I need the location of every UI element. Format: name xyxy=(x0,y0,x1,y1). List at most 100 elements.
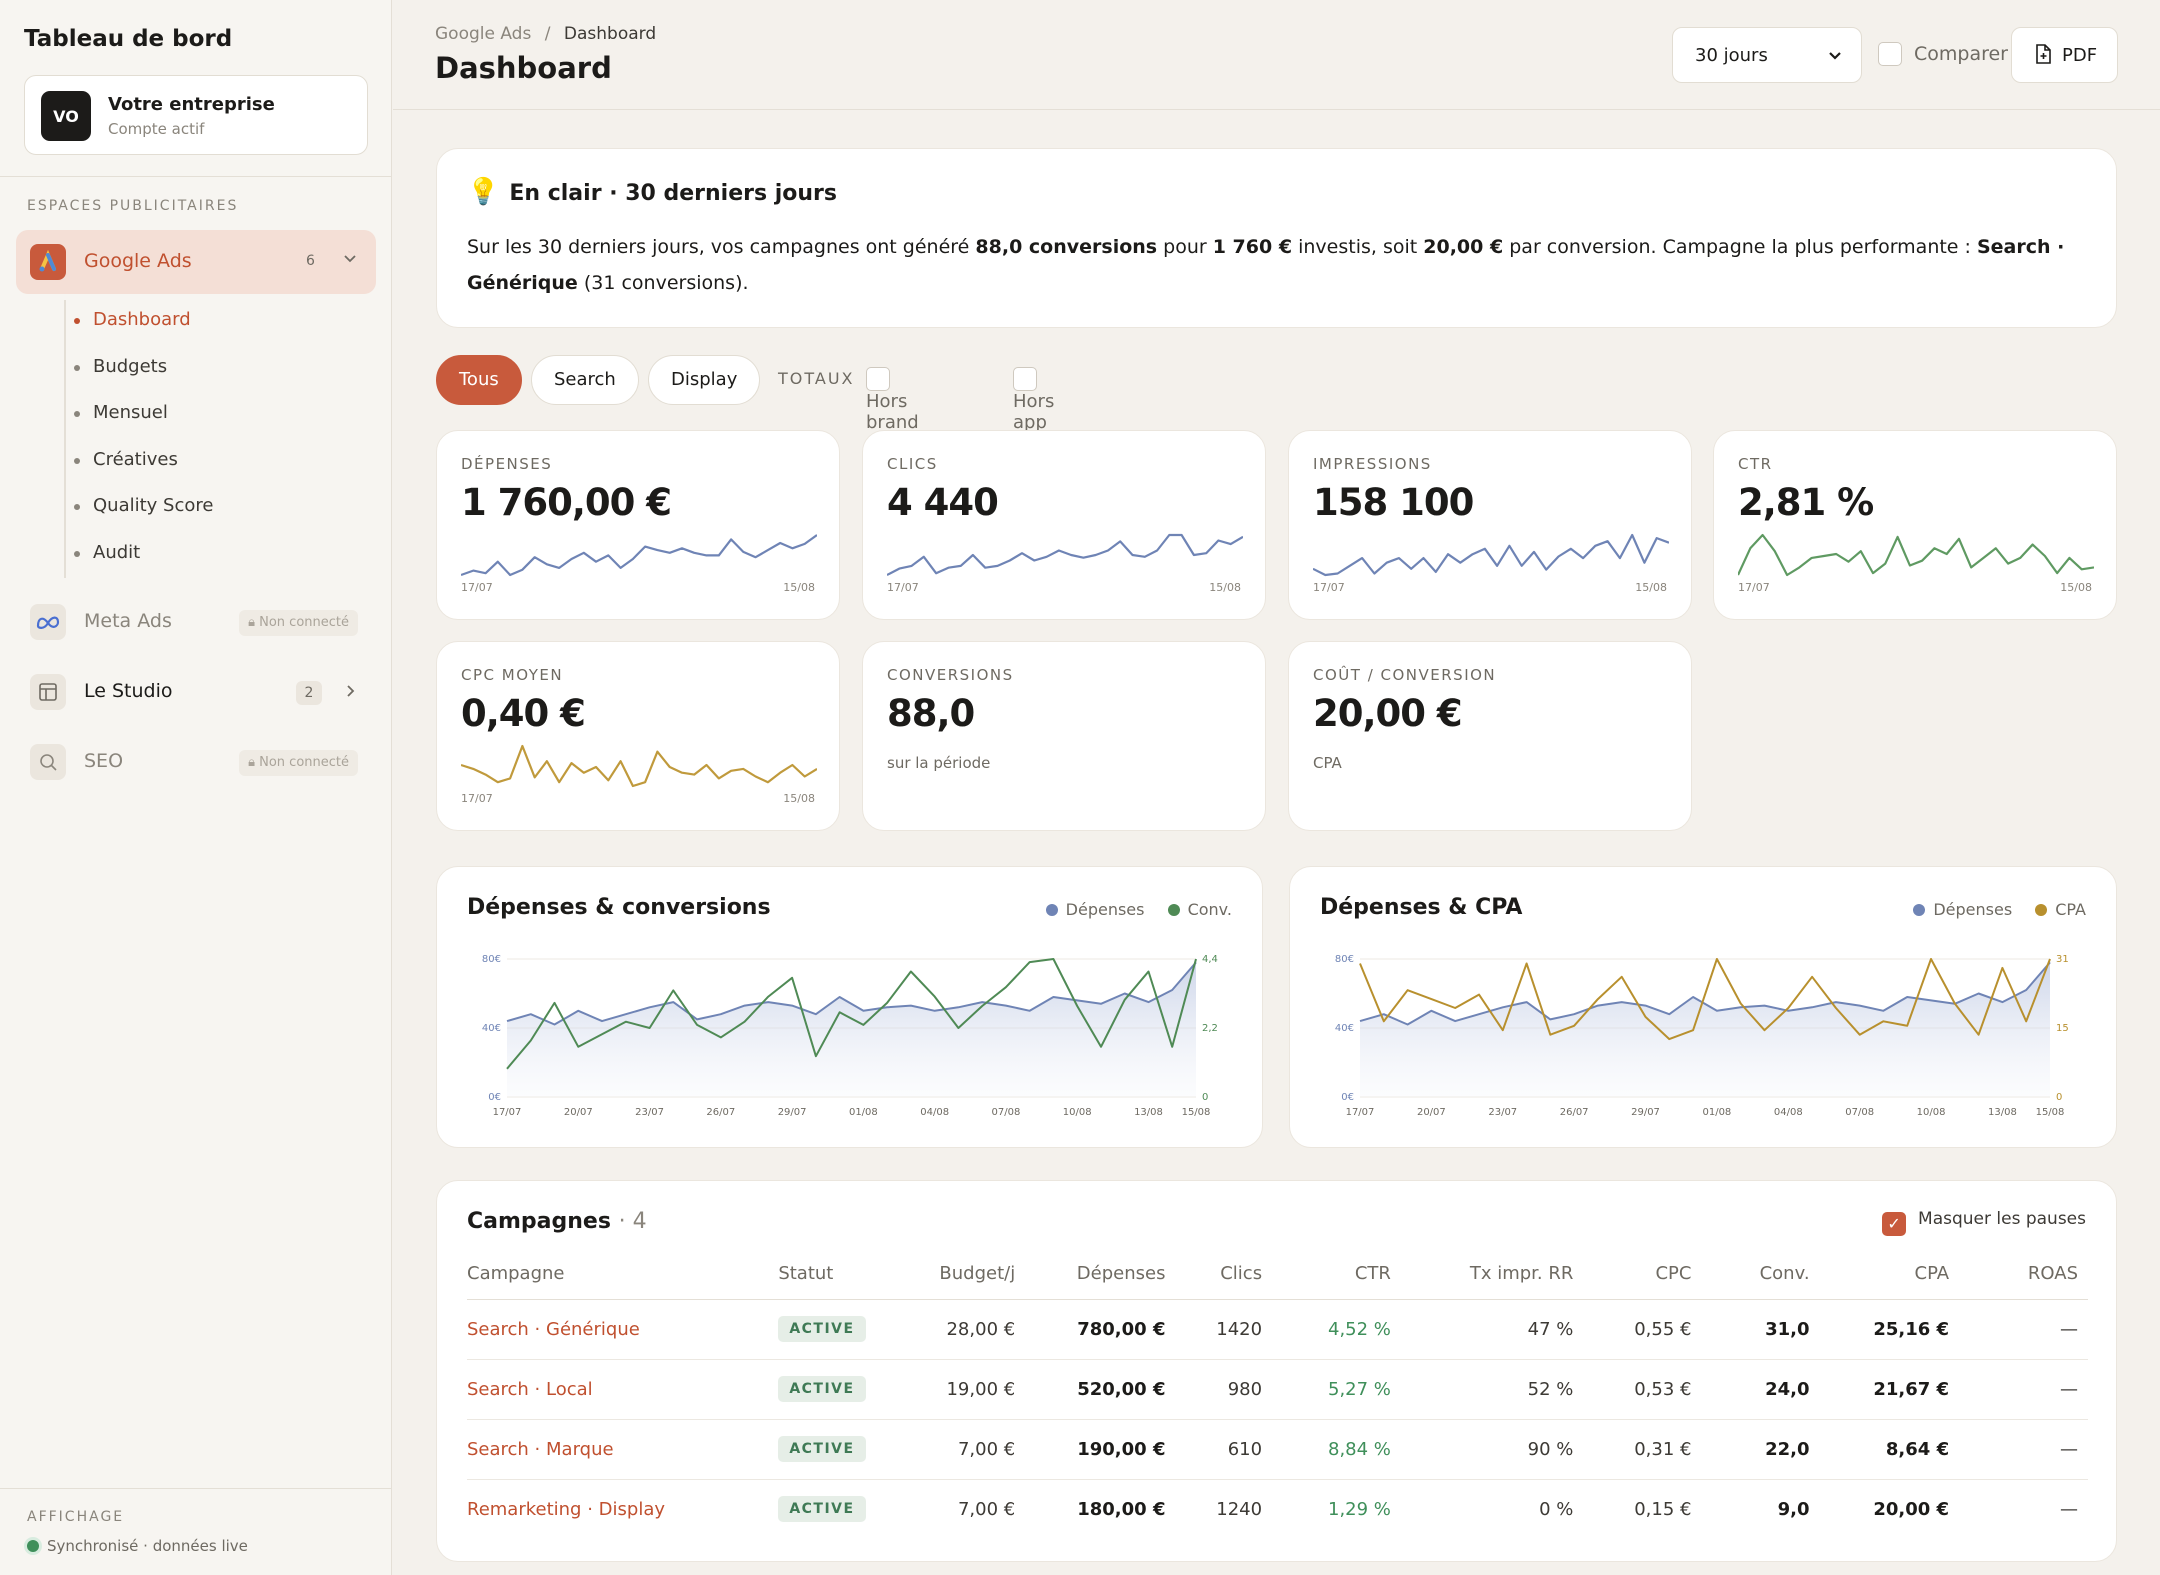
sidebar-item-seo[interactable]: SEO 🔒︎ Non connecté xyxy=(16,732,376,792)
table-cell: 28,00 € xyxy=(907,1299,1026,1360)
compare-checkbox[interactable] xyxy=(1878,42,1902,66)
chart-plot: 80€ 4,4 40€ 2,2 0€ 0 17/07 20/07 23/07 26/07 29/07… xyxy=(482,954,1218,1118)
pdf-button[interactable]: PDF xyxy=(2011,27,2118,83)
table-cell: ACTIVE xyxy=(778,1299,908,1360)
summary-title: 💡 En clair · 30 derniers jours xyxy=(467,177,837,207)
breadcrumb-root[interactable]: Google Ads xyxy=(435,24,532,44)
table-cell[interactable]: Search · Générique xyxy=(467,1299,779,1360)
x-tick: 04/08 xyxy=(1774,1107,1803,1118)
table-cell[interactable]: Search · Marque xyxy=(467,1419,779,1480)
table-cell: 1240 xyxy=(1216,1498,1263,1520)
subnav-quality-score[interactable]: Quality Score xyxy=(73,495,214,516)
topbar: Google Ads / Dashboard Dashboard 30 jour… xyxy=(393,0,2160,110)
column-header[interactable]: Conv. xyxy=(1701,1249,1820,1300)
sparkline-end-date: 15/08 xyxy=(783,581,815,594)
subnav-mensuel[interactable]: Mensuel xyxy=(74,402,168,423)
kpi-card-conversions: CONVERSIONS 88,0 sur la période xyxy=(862,641,1266,831)
column-header[interactable]: Campagne xyxy=(467,1249,779,1300)
sidebar-item-google-ads[interactable]: Google Ads 6 xyxy=(16,230,376,294)
kpi-value: 0,40 € xyxy=(461,692,586,735)
subnav-budgets[interactable]: Budgets xyxy=(73,356,168,377)
x-tick: 17/07 xyxy=(1346,1107,1375,1118)
compare-toggle[interactable]: Comparer xyxy=(1878,42,2008,66)
filter-search[interactable]: Search xyxy=(531,355,639,405)
chart-card-depenses-cpa: Dépenses & CPA Dépenses CPA 80€ 31 40€ 15 0€… xyxy=(1289,866,2117,1148)
column-header[interactable]: CPC xyxy=(1583,1249,1702,1300)
search-icon xyxy=(30,744,66,780)
x-tick: 29/07 xyxy=(1631,1107,1660,1118)
filter-tous[interactable]: Tous xyxy=(436,355,522,405)
campaigns-title-text: Campagnes xyxy=(467,1209,611,1234)
layout-icon xyxy=(30,674,66,710)
campaigns-table: Campagne Statut Budget/j Dépenses Clics CTR Tx… xyxy=(467,1249,2088,1539)
google-ads-icon xyxy=(30,244,66,280)
y-right-tick: 0 xyxy=(2056,1092,2062,1103)
hors-app-checkbox[interactable] xyxy=(1013,367,1037,391)
series-line-depenses xyxy=(506,961,1197,1026)
sidebar: Tableau de bord VO Votre entreprise Comp… xyxy=(0,0,392,1575)
kpi-card-ctr: CTR 2,81 % 17/07 15/08 xyxy=(1713,430,2117,620)
sparkline-end-date: 15/08 xyxy=(1209,581,1241,594)
table-row[interactable]: Search · Local ACTIVE 19,00 €520,00 €980 5,… xyxy=(467,1359,2088,1420)
file-plus-icon xyxy=(2034,28,2052,84)
column-header[interactable]: Budget/j xyxy=(907,1249,1026,1300)
kpi-value: 158 100 xyxy=(1313,481,1474,524)
status-badge: ACTIVE xyxy=(778,1496,866,1523)
column-header[interactable]: Clics xyxy=(1175,1249,1273,1300)
legend-label: Conv. xyxy=(1187,900,1232,919)
chevron-right-icon[interactable] xyxy=(342,683,358,703)
column-header[interactable]: CTR xyxy=(1272,1249,1401,1300)
subnav-audit[interactable]: Audit xyxy=(73,542,141,563)
period-select[interactable]: 30 jours xyxy=(1672,27,1862,83)
column-header[interactable]: ROAS xyxy=(1959,1249,2088,1300)
sparkline xyxy=(1738,533,2094,577)
table-cell[interactable]: Search · Local xyxy=(467,1359,779,1420)
chevron-down-icon[interactable] xyxy=(342,250,358,270)
sidebar-item-meta-ads[interactable]: Meta Ads 🔒︎ Non connecté xyxy=(16,592,376,652)
sidebar-item-le-studio[interactable]: Le Studio 2 xyxy=(16,662,376,722)
y-left-tick: 40€ xyxy=(482,1023,501,1034)
sparkline-start-date: 17/07 xyxy=(887,581,919,594)
sparkline-path xyxy=(887,533,1243,576)
not-connected-badge: 🔒︎ Non connecté xyxy=(239,610,358,636)
table-cell: 8,84 % xyxy=(1272,1419,1401,1480)
x-tick: 01/08 xyxy=(849,1107,878,1118)
table-cell: 0,31 € xyxy=(1583,1419,1702,1480)
x-tick: 20/07 xyxy=(1417,1107,1446,1118)
table-cell: 1420 xyxy=(1175,1299,1273,1360)
divider xyxy=(0,1488,392,1489)
kpi-label: COÛT / CONVERSION xyxy=(1313,666,1497,684)
subnav-dashboard[interactable]: Dashboard xyxy=(74,309,191,330)
column-header[interactable]: Tx impr. RR xyxy=(1400,1249,1584,1300)
hors-app-toggle[interactable]: Hors app xyxy=(1013,367,1054,433)
table-cell: — xyxy=(1959,1419,2088,1480)
kpi-card-impressions: IMPRESSIONS 158 100 17/07 15/08 xyxy=(1288,430,1692,620)
table-header-row: Campagne Statut Budget/j Dépenses Clics CTR Tx… xyxy=(467,1249,2088,1300)
column-header[interactable]: CPA xyxy=(1819,1249,1960,1300)
table-row[interactable]: Search · Marque ACTIVE 7,00 €190,00 €610 8,… xyxy=(467,1419,2088,1480)
hors-brand-checkbox[interactable] xyxy=(866,367,890,391)
checkmark-icon[interactable]: ✓ xyxy=(1882,1212,1907,1236)
x-tick: 23/07 xyxy=(1488,1107,1517,1118)
legend-dot xyxy=(1167,904,1180,916)
status-badge: ACTIVE xyxy=(778,1436,866,1462)
sparkline-path xyxy=(1313,533,1669,577)
y-left-tick: 80€ xyxy=(482,954,501,965)
account-switcher[interactable]: VO Votre entreprise Compte actif xyxy=(24,75,368,155)
sparkline-start-date: 17/07 xyxy=(461,792,493,805)
table-cell: 520,00 € xyxy=(1025,1359,1176,1420)
kpi-label: CTR xyxy=(1738,455,1773,473)
table-row[interactable]: Search · Générique ACTIVE 28,00 €780,00 €1… xyxy=(467,1299,2088,1360)
period-value: 30 jours xyxy=(1695,45,1768,66)
column-header[interactable]: Statut xyxy=(778,1249,908,1300)
hide-paused-toggle[interactable]: ✓ Masquer les pauses xyxy=(1882,1209,2086,1236)
hors-brand-toggle[interactable]: Hors brand xyxy=(866,367,919,433)
kpi-value: 2,81 % xyxy=(1738,481,1874,524)
table-cell[interactable]: Remarketing · Display xyxy=(467,1498,665,1520)
filter-display[interactable]: Display xyxy=(648,355,761,405)
column-header[interactable]: Dépenses xyxy=(1025,1249,1176,1300)
table-cell: — xyxy=(1959,1359,2088,1420)
subnav-creatives[interactable]: Créatives xyxy=(74,449,178,470)
table-row[interactable]: Remarketing · Display ACTIVE 7,00 € 180,00 … xyxy=(467,1479,2088,1539)
summary-best-campaign: Search · Générique xyxy=(467,236,2065,294)
